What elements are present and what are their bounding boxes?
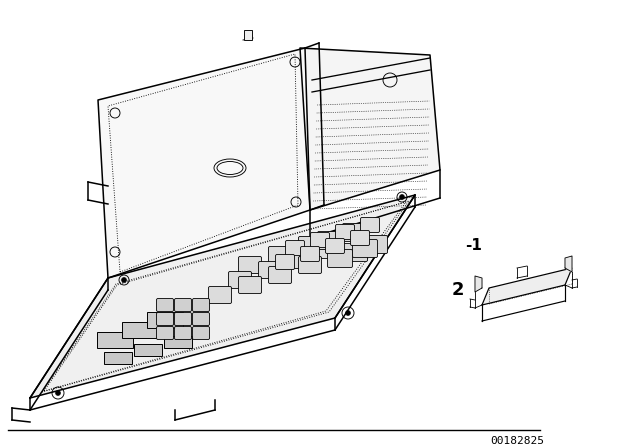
FancyBboxPatch shape bbox=[193, 327, 209, 340]
FancyBboxPatch shape bbox=[351, 231, 369, 246]
FancyBboxPatch shape bbox=[209, 287, 232, 303]
Bar bbox=[244, 30, 252, 40]
FancyBboxPatch shape bbox=[193, 298, 209, 311]
FancyBboxPatch shape bbox=[301, 246, 319, 262]
Circle shape bbox=[346, 310, 351, 315]
FancyBboxPatch shape bbox=[157, 327, 173, 340]
FancyBboxPatch shape bbox=[335, 224, 355, 240]
FancyBboxPatch shape bbox=[342, 244, 367, 262]
FancyBboxPatch shape bbox=[259, 262, 282, 279]
FancyBboxPatch shape bbox=[269, 267, 291, 284]
Text: 2: 2 bbox=[452, 281, 465, 299]
FancyBboxPatch shape bbox=[239, 276, 262, 293]
FancyBboxPatch shape bbox=[275, 254, 294, 270]
FancyBboxPatch shape bbox=[228, 271, 252, 289]
FancyBboxPatch shape bbox=[157, 298, 173, 311]
FancyBboxPatch shape bbox=[353, 240, 378, 258]
Polygon shape bbox=[482, 268, 572, 305]
Bar bbox=[164, 336, 192, 348]
FancyBboxPatch shape bbox=[360, 217, 380, 233]
FancyBboxPatch shape bbox=[362, 236, 387, 254]
Circle shape bbox=[56, 391, 61, 396]
FancyBboxPatch shape bbox=[289, 251, 312, 268]
FancyBboxPatch shape bbox=[342, 224, 367, 241]
FancyBboxPatch shape bbox=[157, 313, 173, 326]
Bar bbox=[97, 332, 133, 348]
Polygon shape bbox=[98, 48, 310, 278]
FancyBboxPatch shape bbox=[328, 250, 353, 267]
FancyBboxPatch shape bbox=[319, 241, 342, 258]
Circle shape bbox=[399, 194, 404, 199]
FancyBboxPatch shape bbox=[328, 246, 351, 263]
FancyBboxPatch shape bbox=[285, 241, 305, 255]
FancyBboxPatch shape bbox=[317, 232, 342, 250]
Text: 00182825: 00182825 bbox=[490, 436, 544, 446]
Circle shape bbox=[122, 277, 127, 283]
Text: -1: -1 bbox=[465, 237, 482, 253]
Bar bbox=[122, 322, 158, 338]
FancyBboxPatch shape bbox=[239, 257, 262, 273]
Polygon shape bbox=[475, 276, 482, 292]
FancyBboxPatch shape bbox=[175, 313, 191, 326]
FancyBboxPatch shape bbox=[326, 238, 344, 254]
Polygon shape bbox=[300, 48, 440, 210]
FancyBboxPatch shape bbox=[175, 298, 191, 311]
FancyBboxPatch shape bbox=[298, 237, 321, 254]
FancyBboxPatch shape bbox=[269, 246, 291, 263]
FancyBboxPatch shape bbox=[310, 233, 330, 247]
FancyBboxPatch shape bbox=[298, 257, 321, 273]
FancyBboxPatch shape bbox=[193, 313, 209, 326]
Polygon shape bbox=[30, 195, 415, 398]
Bar bbox=[104, 352, 132, 364]
FancyBboxPatch shape bbox=[175, 327, 191, 340]
Bar bbox=[134, 344, 162, 356]
Bar bbox=[147, 312, 183, 328]
Polygon shape bbox=[565, 256, 572, 272]
